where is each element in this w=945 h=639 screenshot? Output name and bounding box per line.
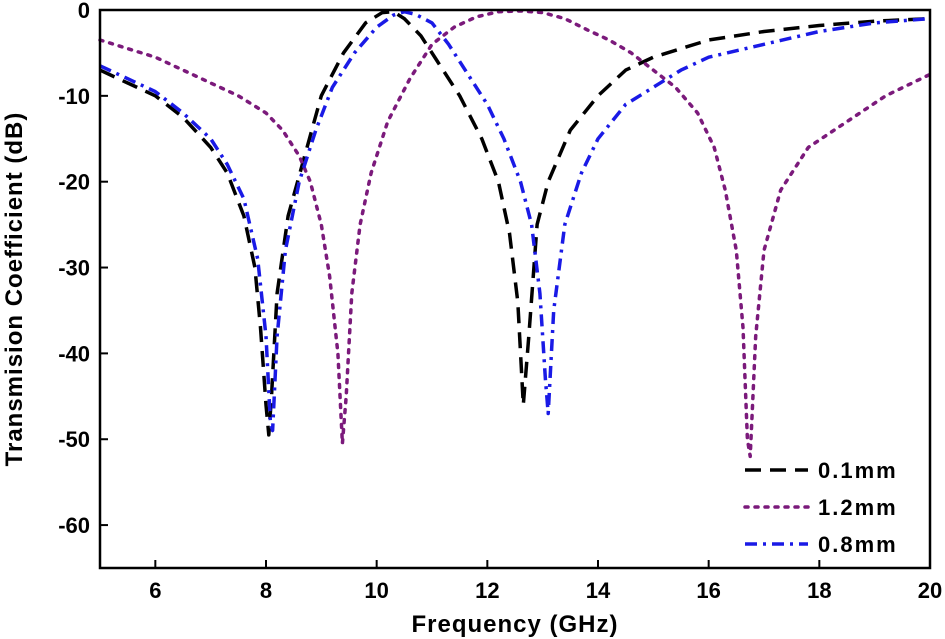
- legend-label-1-2mm: 1.2mm: [818, 495, 898, 520]
- y-axis-label: Transmision Coefficient (dB): [1, 112, 28, 467]
- x-tick-label: 16: [696, 578, 720, 603]
- y-tick-label: -60: [58, 513, 90, 538]
- series-line-0-1mm: [99, 9, 931, 437]
- ticks-layer: 6 8 10 12 14 16 18 20 0 -10 -20 -30 -40 -50 -60: [58, 0, 942, 603]
- plot-frame: [98, 8, 932, 570]
- x-tick-label: 18: [807, 578, 831, 603]
- x-tick-label: 14: [586, 578, 611, 603]
- x-tick-label: 8: [260, 578, 272, 603]
- x-axis-label: Frequency (GHz): [411, 611, 618, 638]
- x-tick-label: 12: [475, 578, 499, 603]
- series-line-0-8mm: [99, 9, 931, 433]
- series-layer: [98, 9, 932, 459]
- legend: 0.1mm 1.2mm 0.8mm: [743, 458, 898, 557]
- x-tick-label: 20: [918, 578, 942, 603]
- legend-label-0-1mm: 0.1mm: [818, 458, 898, 483]
- y-tick-label: -10: [58, 84, 90, 109]
- x-tick-label: 6: [149, 578, 161, 603]
- y-tick-label: -50: [58, 427, 90, 452]
- y-tick-label: -40: [58, 341, 90, 366]
- y-tick-label: -30: [58, 256, 90, 281]
- x-tick-label: 10: [364, 578, 388, 603]
- series-line-1-2mm: [98, 9, 932, 459]
- y-tick-label: 0: [78, 0, 90, 23]
- legend-label-0-8mm: 0.8mm: [818, 532, 898, 557]
- y-tick-label: -20: [58, 170, 90, 195]
